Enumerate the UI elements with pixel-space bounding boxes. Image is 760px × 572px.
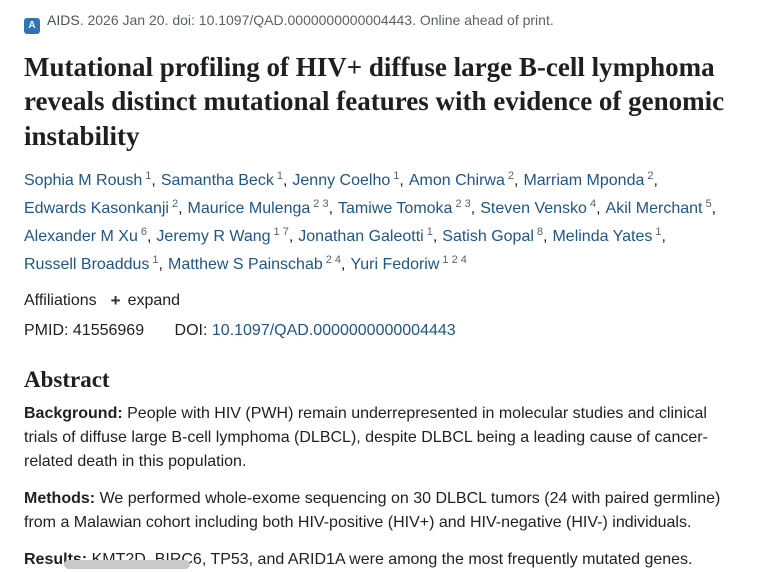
author-name-link[interactable]: Sophia M Roush [24, 171, 143, 189]
abstract-section-label: Methods: [24, 489, 96, 507]
author-name-link[interactable]: Maurice Mulenga [187, 199, 311, 217]
expand-label: expand [127, 291, 181, 309]
doi-label: DOI: [174, 321, 208, 339]
journal-name-link[interactable]: AIDS [47, 12, 80, 28]
author-item: Jeremy R Wang 1 7 [156, 223, 293, 251]
abstract-heading: Abstract [24, 366, 110, 392]
author-item: Amon Chirwa 2 [409, 167, 519, 195]
author-item: Maurice Mulenga 2 3 [188, 195, 333, 223]
author-name-link[interactable]: Edwards Kasonkanji [24, 199, 169, 217]
author-affiliation-superscript: 1 7 [273, 225, 289, 238]
author-name-link[interactable]: Akil Merchant [605, 199, 703, 217]
pmid-label: PMID: [24, 321, 69, 339]
author-item: Russell Broaddus 1 [24, 251, 163, 279]
author-name-link[interactable]: Russell Broaddus [24, 255, 150, 273]
identifiers-row: PMID: 41556969 DOI: 10.1097/QAD.00000000… [24, 322, 734, 340]
author-affiliation-superscript: 1 [145, 169, 152, 182]
author-item: Jenny Coelho 1 [292, 167, 403, 195]
authors-list: Sophia M Roush1Samantha Beck1Jenny Coelh… [24, 167, 734, 279]
pmid-value: 41556969 [72, 321, 145, 339]
author-affiliation-superscript: 6 [140, 225, 147, 238]
author-affiliation-superscript: 1 [426, 225, 433, 238]
abstract-paragraph: Background: People with HIV (PWH) remain… [24, 402, 734, 474]
author-item: Melinda Yates 1 [552, 223, 666, 251]
author-affiliation-superscript: 2 3 [455, 197, 471, 210]
author-name-link[interactable]: Jeremy R Wang [156, 227, 271, 245]
author-affiliation-superscript: 2 [647, 169, 654, 182]
author-affiliation-superscript: 1 [655, 225, 662, 238]
journal-icon: A [24, 18, 40, 34]
author-name-link[interactable]: Melinda Yates [552, 227, 653, 245]
author-name-link[interactable]: Jenny Coelho [292, 171, 391, 189]
horizontal-scrollbar [0, 558, 760, 570]
author-affiliation-superscript: 1 2 4 [442, 253, 467, 266]
abstract-body: Background: People with HIV (PWH) remain… [24, 402, 734, 572]
author-affiliation-superscript: 1 [276, 169, 283, 182]
author-name-link[interactable]: Matthew S Painschab [167, 255, 323, 273]
author-item: Sophia M Roush 1 [24, 167, 156, 195]
author-affiliation-superscript: 1 [393, 169, 400, 182]
plus-icon: + [110, 290, 121, 310]
author-name-link[interactable]: Marriam Mponda [523, 171, 645, 189]
author-name-link[interactable]: Tamiwe Tomoka [338, 199, 453, 217]
author-item: Akil Merchant 5 [606, 195, 717, 223]
author-item: Yuri Fedoriw 1 2 4 [350, 251, 466, 279]
abstract-section-text: We performed whole-exome sequencing on 3… [24, 489, 721, 531]
pmid-group: PMID: 41556969 [24, 322, 149, 339]
author-item: Steven Vensko 4 [480, 195, 600, 223]
author-name-link[interactable]: Samantha Beck [160, 171, 274, 189]
author-item: Edwards Kasonkanji 2 [24, 195, 183, 223]
abstract-section-text: KMT2D, BIRC6, TP53, and ARID1A were amon… [91, 550, 693, 568]
article-title: Mutational profiling of HIV+ diffuse lar… [24, 52, 725, 151]
author-item: Matthew S Painschab 2 4 [168, 251, 346, 279]
citation-text: . 2026 Jan 20. doi: 10.1097/QAD.00000000… [79, 12, 554, 28]
author-item: Jonathan Galeotti 1 [298, 223, 437, 251]
author-affiliation-superscript: 2 [171, 197, 179, 210]
author-affiliation-superscript: 1 [152, 253, 159, 266]
author-affiliation-superscript: 4 [589, 197, 597, 210]
author-name-link[interactable]: Alexander M Xu [24, 227, 138, 245]
author-name-link[interactable]: Satish Gopal [442, 227, 534, 245]
affiliations-row: Affiliations + expand [24, 291, 734, 311]
author-affiliation-superscript: 5 [705, 197, 712, 210]
journal-citation: A AIDS. 2026 Jan 20. doi: 10.1097/QAD.000… [24, 10, 734, 34]
author-item: Tamiwe Tomoka 2 3 [338, 195, 475, 223]
abstract-section-label: Background: [24, 404, 123, 422]
doi-link[interactable]: 10.1097/QAD.0000000000004443 [211, 321, 456, 339]
author-item: Marriam Mponda 2 [523, 167, 658, 195]
author-name-link[interactable]: Amon Chirwa [408, 171, 505, 189]
author-name-link[interactable]: Jonathan Galeotti [298, 227, 424, 245]
author-name-link[interactable]: Yuri Fedoriw [350, 255, 440, 273]
affiliations-expand-button[interactable]: + expand [111, 291, 180, 311]
horizontal-scrollbar-thumb[interactable] [64, 560, 190, 569]
author-affiliation-superscript: 2 4 [325, 253, 342, 266]
doi-group: DOI: 10.1097/QAD.0000000000004443 [175, 322, 456, 339]
author-affiliation-superscript: 2 3 [313, 197, 329, 210]
author-name-link[interactable]: Steven Vensko [480, 199, 587, 217]
abstract-section-text: People with HIV (PWH) remain underrepres… [24, 404, 708, 470]
affiliations-label: Affiliations [24, 291, 97, 309]
author-item: Satish Gopal 8 [442, 223, 547, 251]
author-affiliation-superscript: 2 [507, 169, 514, 182]
author-item: Samantha Beck 1 [161, 167, 288, 195]
abstract-paragraph: Results: KMT2D, BIRC6, TP53, and ARID1A … [24, 548, 734, 572]
author-affiliation-superscript: 8 [536, 225, 544, 238]
author-item: Alexander M Xu 6 [24, 223, 151, 251]
abstract-paragraph: Methods: We performed whole-exome sequen… [24, 487, 734, 535]
